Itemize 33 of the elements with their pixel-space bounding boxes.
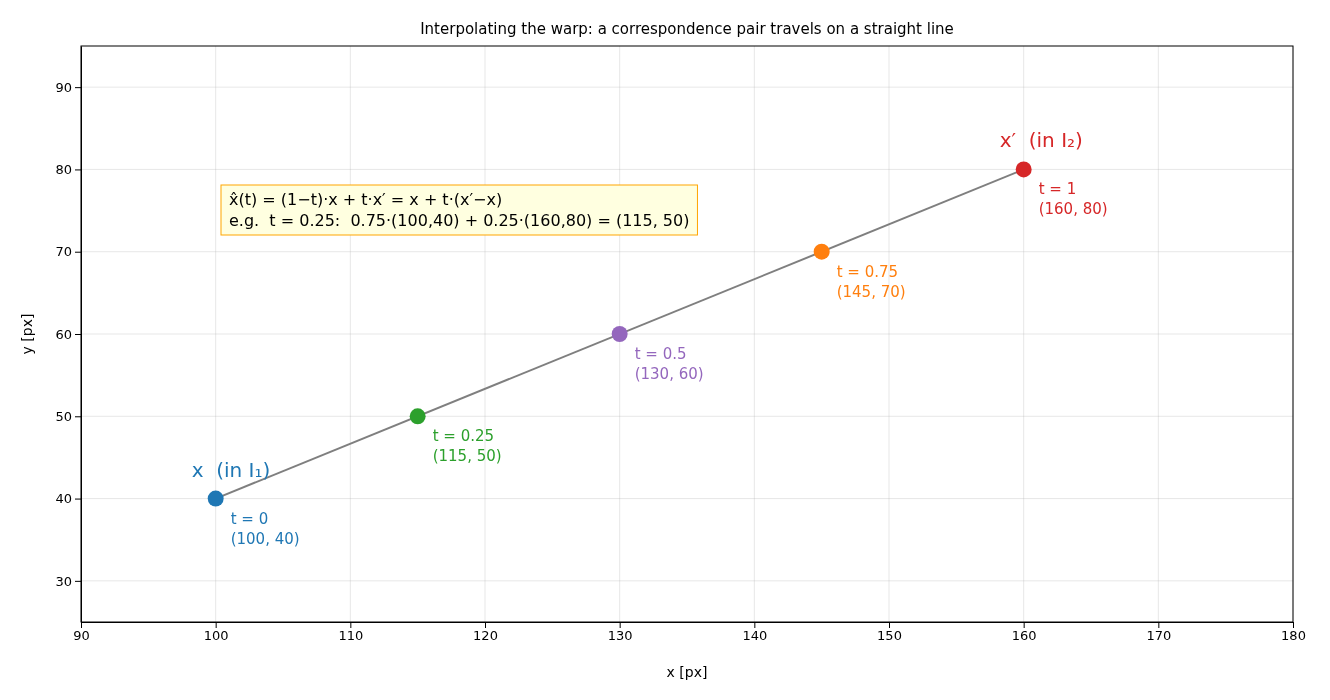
point (1015, 161, 1032, 178)
x-tick-label: 180 (1281, 628, 1306, 644)
annotation: t = 0.5 (130, 60) (634, 345, 704, 383)
y-axis-title: y [px] (19, 313, 35, 355)
x-tick-label: 140 (742, 628, 768, 644)
x-tick-label: 120 (473, 628, 498, 644)
x-tick-label: 100 (203, 628, 229, 644)
annotation: x′ (in I₂) (999, 128, 1083, 153)
chart-title: Interpolating the warp: a correspondence pair travels on a straight line (420, 20, 954, 38)
y-tick-label: 80 (55, 162, 72, 178)
annotation: t = 0.25 (115, 50) (432, 427, 502, 466)
x-tick-label: 90 (73, 628, 90, 644)
point (409, 408, 426, 425)
y-tick-label: 70 (55, 244, 72, 260)
annotation: x (in I₁) (191, 457, 271, 482)
x-axis-title: x [px] (666, 664, 708, 680)
y-tick-label: 60 (55, 326, 72, 342)
x-tick-label: 160 (1011, 628, 1037, 644)
annotation: x̂(t) = (1−t)·x + t·x′ = x + t·(x′−x) e.g. t = 0.25: 0.75·(100,40) + 0.25·(160,80) = (115, 50) (229, 190, 690, 230)
y-tick-label: 50 (55, 408, 72, 424)
x-tick-label: 130 (607, 628, 633, 644)
y-tick-label: 30 (55, 573, 72, 589)
x-tick-label: 110 (338, 628, 364, 644)
y-tick-label: 90 (55, 79, 72, 95)
x-tick-label: 170 (1146, 628, 1172, 644)
point (611, 326, 628, 342)
annotation: t = 0.75 (145, 70) (836, 262, 906, 301)
annotation: t = 1 (160, 80) (1038, 180, 1108, 219)
point (207, 490, 224, 507)
point (813, 243, 830, 260)
y-tick-label: 40 (55, 491, 72, 507)
annotation: t = 0 (100, 40) (230, 509, 300, 548)
x-tick-label: 150 (877, 628, 902, 644)
